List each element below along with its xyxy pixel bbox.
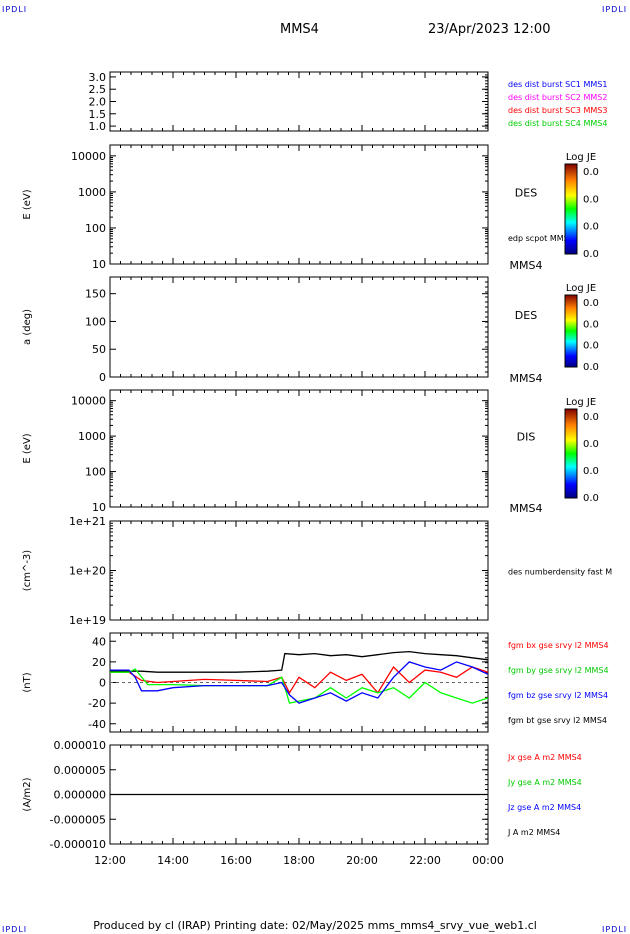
y-axis-label: (A/m2): [22, 777, 33, 811]
colorbar-tick-label: 0.0: [583, 222, 599, 233]
y-tick-label: 10: [92, 258, 106, 271]
y-axis-label: (nT): [22, 672, 33, 692]
series-legend-label: fgm bt gse srvy l2 MMS4: [508, 716, 607, 725]
y-tick-label: 1e+19: [69, 614, 106, 627]
y-tick-label: 1000: [78, 186, 106, 199]
colorbar-tick-label: 0.0: [583, 439, 599, 450]
y-tick-label: 2.5: [89, 83, 107, 96]
y-tick-label: 100: [85, 466, 106, 479]
y-tick-label: 1e+21: [69, 515, 106, 528]
y-tick-label: 10000: [71, 150, 106, 163]
colorbar-tick-label: 0.0: [583, 194, 599, 205]
y-tick-label: -20: [88, 697, 106, 710]
colorbar-tick-label: 0.0: [583, 319, 599, 330]
x-tick-label: 18:00: [283, 854, 315, 867]
y-axis-label: a (deg): [22, 309, 33, 345]
corner-tag-top-right: IPDLI: [602, 5, 628, 14]
y-tick-label: 2.0: [89, 96, 107, 109]
y-tick-label: 100: [85, 222, 106, 235]
series-legend-label: des dist burst SC4 MMS4: [508, 119, 607, 128]
series-legend-label: des dist burst SC1 MMS1: [508, 80, 607, 89]
panel-frame-des-energy: [109, 144, 489, 265]
y-tick-label: 10000: [71, 395, 106, 408]
series-line: [110, 668, 489, 704]
y-tick-label: -40: [88, 718, 106, 731]
colorbar-tick-label: 0.0: [583, 341, 599, 352]
x-tick-label: 00:00: [472, 854, 504, 867]
panel-frame-dist-burst: [109, 71, 489, 132]
colorbar: [564, 294, 578, 368]
panel-frame-dis-energy: [109, 389, 489, 508]
colorbar-tick-label: 0.0: [583, 167, 599, 178]
y-tick-label: -0.000005: [50, 813, 106, 826]
colorbar-tick-label: 0.0: [583, 412, 599, 423]
x-tick-label: 16:00: [220, 854, 252, 867]
x-tick-label: 22:00: [409, 854, 441, 867]
species-label: DES: [515, 187, 537, 200]
y-tick-label: 40: [92, 635, 106, 648]
series-legend-label: J A m2 MMS4: [507, 828, 560, 837]
colorbar-tick-label: 0.0: [583, 298, 599, 309]
panel-frame-density: [109, 520, 489, 621]
extra-series-label: edp scpot MMS4: [508, 234, 574, 243]
y-axis-label: (cm^-3): [22, 550, 33, 591]
series-line: [110, 661, 489, 704]
y-tick-label: 1.5: [89, 108, 107, 121]
y-tick-label: 0.000000: [54, 789, 107, 802]
series-legend-label: des dist burst SC3 MMS3: [508, 106, 607, 115]
y-tick-label: 150: [85, 288, 106, 301]
y-tick-label: 0.000005: [54, 764, 107, 777]
colorbar-tick-label: 0.0: [583, 249, 599, 260]
colorbar-title: Log JE: [566, 397, 596, 408]
y-axis-label: E (eV): [22, 433, 33, 463]
spacecraft-label: MMS4: [510, 372, 543, 385]
y-tick-label: 1.0: [89, 120, 107, 133]
species-label: DIS: [517, 431, 536, 444]
series-legend-label: Jz gse A m2 MMS4: [507, 803, 581, 812]
series-legend-label: fgm by gse srvy l2 MMS4: [508, 666, 609, 675]
series-legend-label: Jx gse A m2 MMS4: [507, 753, 582, 762]
series-legend-label: fgm bz gse srvy l2 MMS4: [508, 691, 608, 700]
corner-tag-bottom-right: IPDLI: [602, 925, 628, 934]
spacecraft-title: MMS4: [280, 22, 319, 37]
colorbar: [564, 408, 578, 499]
colorbar-tick-label: 0.0: [583, 493, 599, 504]
species-label: DES: [515, 309, 537, 322]
footer-credits: Produced by cl (IRAP) Printing date: 02/…: [93, 919, 537, 932]
y-axis-label: E (eV): [22, 189, 33, 219]
colorbar-title: Log JE: [566, 152, 596, 163]
corner-tag-top-left: IPDLI: [2, 5, 28, 14]
y-tick-label: 0: [99, 371, 106, 384]
colorbar-title: Log JE: [566, 283, 596, 294]
y-tick-label: 1e+20: [69, 565, 106, 578]
y-tick-label: -0.000010: [50, 838, 106, 851]
colorbar: [564, 163, 578, 255]
y-tick-label: 20: [92, 656, 106, 669]
y-tick-label: 1000: [78, 430, 106, 443]
spacecraft-label: MMS4: [510, 259, 543, 272]
series-legend-label: des numberdensity fast M: [508, 568, 612, 577]
series-legend-label: Jy gse A m2 MMS4: [507, 778, 582, 787]
series-line: [110, 650, 489, 673]
y-tick-label: 10: [92, 501, 106, 514]
y-tick-label: 100: [85, 315, 106, 328]
series-legend-label: des dist burst SC2 MMS2: [508, 93, 607, 102]
panel-frame-des-pitch: [109, 276, 489, 378]
colorbar-tick-label: 0.0: [583, 466, 599, 477]
x-tick-label: 12:00: [94, 854, 126, 867]
y-tick-label: 3.0: [89, 71, 107, 84]
spacecraft-label: MMS4: [510, 502, 543, 515]
y-tick-label: 0: [99, 677, 106, 690]
datetime-title: 23/Apr/2023 12:00: [428, 22, 551, 37]
x-tick-label: 20:00: [346, 854, 378, 867]
series-line: [110, 665, 489, 695]
y-tick-label: 50: [92, 343, 106, 356]
corner-tag-bottom-left: IPDLI: [2, 925, 28, 934]
x-tick-label: 14:00: [157, 854, 189, 867]
y-tick-label: 0.000010: [54, 739, 107, 752]
series-legend-label: fgm bx gse srvy l2 MMS4: [508, 641, 609, 650]
colorbar-tick-label: 0.0: [583, 362, 599, 373]
